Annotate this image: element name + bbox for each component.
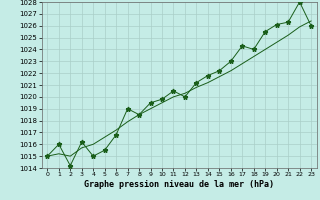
X-axis label: Graphe pression niveau de la mer (hPa): Graphe pression niveau de la mer (hPa) [84, 180, 274, 189]
